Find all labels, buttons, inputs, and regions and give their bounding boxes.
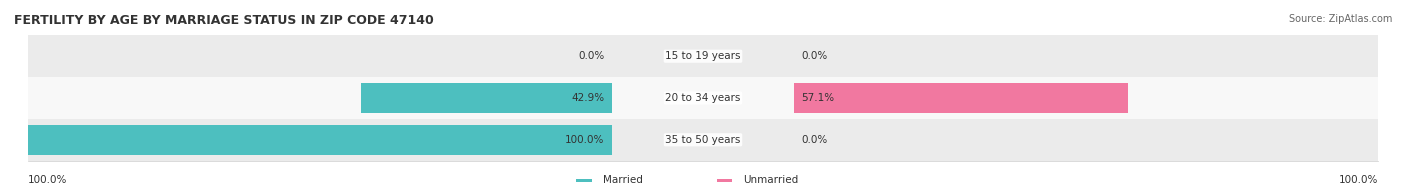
Text: 100.0%: 100.0% xyxy=(28,175,67,185)
Text: 0.0%: 0.0% xyxy=(801,135,828,145)
Text: 42.9%: 42.9% xyxy=(571,93,605,103)
Bar xyxy=(28,77,1378,119)
Text: 20 to 34 years: 20 to 34 years xyxy=(665,93,741,103)
Text: 0.0%: 0.0% xyxy=(801,51,828,61)
Text: 15 to 19 years: 15 to 19 years xyxy=(665,51,741,61)
Bar xyxy=(576,179,592,182)
Text: 57.1%: 57.1% xyxy=(801,93,835,103)
Bar xyxy=(28,35,1378,77)
Bar xyxy=(361,83,612,113)
Text: 0.0%: 0.0% xyxy=(578,51,605,61)
Text: Source: ZipAtlas.com: Source: ZipAtlas.com xyxy=(1288,14,1392,24)
Text: Married: Married xyxy=(603,175,643,185)
Bar xyxy=(28,119,1378,161)
Bar xyxy=(794,83,1128,113)
Text: FERTILITY BY AGE BY MARRIAGE STATUS IN ZIP CODE 47140: FERTILITY BY AGE BY MARRIAGE STATUS IN Z… xyxy=(14,14,434,27)
Bar xyxy=(28,125,612,155)
Text: 100.0%: 100.0% xyxy=(565,135,605,145)
Text: 100.0%: 100.0% xyxy=(1339,175,1378,185)
Text: Unmarried: Unmarried xyxy=(744,175,799,185)
Text: 35 to 50 years: 35 to 50 years xyxy=(665,135,741,145)
Bar xyxy=(717,179,733,182)
